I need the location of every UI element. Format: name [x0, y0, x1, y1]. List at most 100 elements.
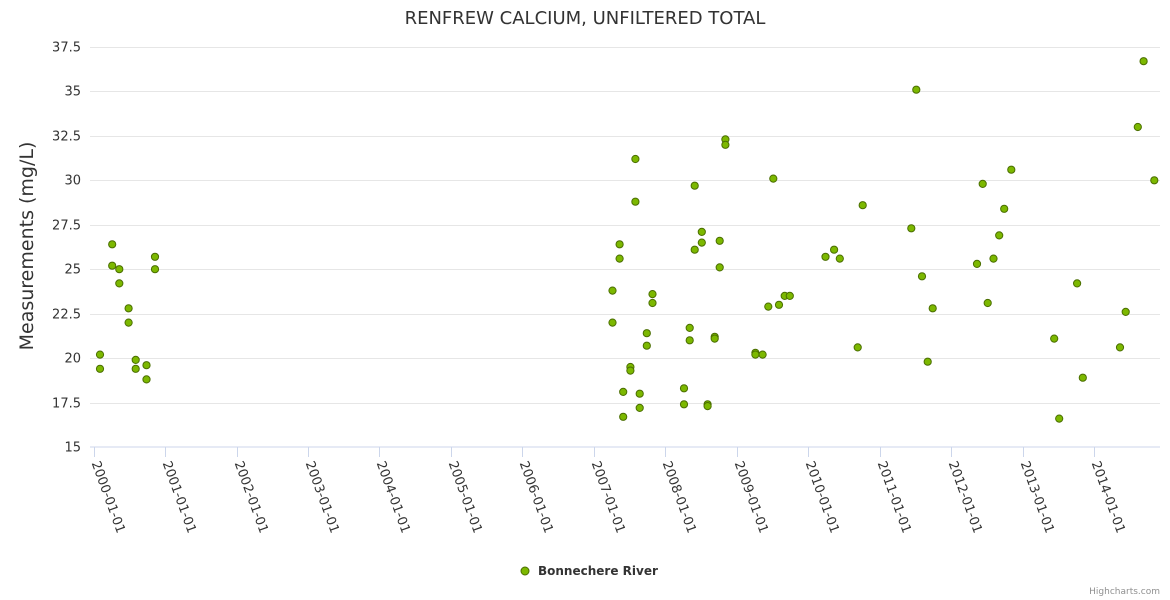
data-point[interactable] — [1121, 307, 1130, 316]
data-point[interactable] — [685, 336, 694, 345]
x-tick-label: 2004-01-01 — [373, 459, 413, 535]
x-axis-ticks: 2000-01-01 2001-01-01 2002-01-01 2003-01-01… — [88, 447, 1128, 535]
data-point[interactable] — [1073, 279, 1082, 288]
data-point[interactable] — [108, 240, 117, 249]
data-point[interactable] — [635, 403, 644, 412]
data-point[interactable] — [679, 384, 689, 393]
data-point[interactable] — [1055, 414, 1064, 423]
data-point[interactable] — [697, 227, 706, 236]
data-point[interactable] — [858, 201, 867, 210]
data-point[interactable] — [648, 298, 657, 308]
data-point[interactable] — [685, 323, 694, 332]
data-point[interactable] — [907, 224, 916, 233]
data-point[interactable] — [131, 355, 140, 364]
data-point[interactable] — [751, 350, 760, 359]
data-point[interactable] — [983, 298, 992, 308]
x-tick-label: 2014-01-01 — [1088, 459, 1128, 535]
y-tick-label: 20 — [64, 352, 81, 367]
data-point[interactable] — [995, 231, 1004, 240]
data-point[interactable] — [928, 304, 937, 313]
data-point[interactable] — [115, 279, 124, 288]
data-point[interactable] — [1078, 373, 1087, 382]
chart-title: RENFREW CALCIUM, UNFILTERED TOTAL — [405, 8, 766, 29]
data-point[interactable] — [635, 389, 644, 398]
data-point[interactable] — [131, 364, 140, 373]
y-tick-label: 30 — [64, 174, 81, 189]
series-points — [95, 57, 1159, 423]
data-point[interactable] — [642, 341, 651, 350]
x-tick-label: 2005-01-01 — [445, 459, 485, 535]
data-point[interactable] — [150, 252, 160, 261]
data-point[interactable] — [626, 366, 635, 375]
data-point[interactable] — [1133, 122, 1142, 132]
x-tick-label: 2000-01-01 — [88, 459, 128, 535]
x-tick-label: 2012-01-01 — [945, 459, 985, 535]
data-point[interactable] — [1050, 334, 1059, 343]
data-point[interactable] — [853, 343, 862, 352]
data-point[interactable] — [785, 291, 794, 300]
data-point[interactable] — [703, 402, 712, 411]
legend-marker — [520, 566, 530, 576]
data-point[interactable] — [142, 375, 151, 384]
data-point[interactable] — [619, 387, 628, 396]
data-point[interactable] — [679, 400, 689, 409]
data-point[interactable] — [115, 265, 124, 274]
data-point[interactable] — [697, 238, 706, 247]
data-point[interactable] — [912, 85, 921, 94]
data-point[interactable] — [690, 245, 699, 254]
data-point[interactable] — [715, 263, 724, 272]
x-tick-label: 2010-01-01 — [802, 459, 842, 535]
credits-link[interactable]: Highcharts.com — [1089, 587, 1160, 597]
data-point[interactable] — [764, 302, 773, 311]
legend-item[interactable]: Bonnechere River — [520, 564, 658, 578]
data-point[interactable] — [631, 197, 640, 206]
data-point[interactable] — [124, 318, 133, 327]
x-tick-label: 2006-01-01 — [516, 459, 556, 535]
data-point[interactable] — [1000, 204, 1009, 213]
y-tick-label: 25 — [64, 263, 81, 278]
data-point[interactable] — [108, 261, 117, 270]
data-point[interactable] — [758, 350, 767, 359]
data-point[interactable] — [608, 286, 617, 295]
data-point[interactable] — [631, 154, 640, 164]
data-point[interactable] — [978, 179, 987, 188]
data-point[interactable] — [1139, 57, 1148, 66]
y-tick-label: 37.5 — [52, 41, 81, 56]
data-point[interactable] — [830, 245, 839, 254]
data-point[interactable] — [972, 259, 982, 268]
x-tick-label: 2013-01-01 — [1017, 459, 1057, 535]
data-point[interactable] — [1007, 165, 1016, 174]
data-point[interactable] — [150, 265, 160, 274]
data-point[interactable] — [619, 412, 628, 421]
data-point[interactable] — [615, 240, 624, 249]
data-point[interactable] — [989, 254, 998, 263]
data-point[interactable] — [821, 252, 830, 261]
data-point[interactable] — [715, 236, 724, 245]
legend-label: Bonnechere River — [538, 564, 658, 578]
data-point[interactable] — [721, 140, 730, 149]
data-point[interactable] — [615, 254, 624, 263]
data-point[interactable] — [142, 361, 151, 370]
x-tick-label: 2009-01-01 — [731, 459, 771, 535]
data-point[interactable] — [642, 329, 651, 338]
data-point[interactable] — [1115, 343, 1125, 352]
data-point[interactable] — [835, 254, 844, 263]
x-tick-label: 2008-01-01 — [659, 459, 699, 535]
data-point[interactable] — [917, 272, 927, 281]
data-point[interactable] — [95, 350, 105, 359]
data-point[interactable] — [774, 300, 784, 309]
x-tick-label: 2007-01-01 — [588, 459, 628, 535]
data-point[interactable] — [1150, 176, 1159, 185]
data-point[interactable] — [923, 357, 932, 366]
data-point[interactable] — [769, 174, 778, 183]
data-point[interactable] — [124, 304, 133, 313]
y-axis-label: Measurements (mg/L) — [16, 142, 38, 351]
y-tick-label: 32.5 — [52, 130, 81, 145]
y-tick-label: 35 — [64, 85, 81, 100]
data-point[interactable] — [690, 181, 699, 190]
data-point[interactable] — [95, 364, 105, 373]
data-point[interactable] — [608, 318, 617, 327]
data-point[interactable] — [710, 334, 719, 343]
data-point[interactable] — [648, 290, 657, 299]
